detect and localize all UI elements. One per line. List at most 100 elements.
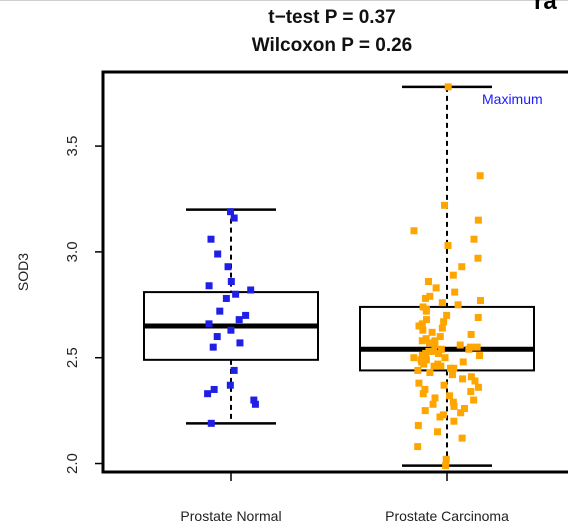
data-point [422, 335, 430, 343]
data-point [216, 307, 224, 315]
data-point [440, 381, 448, 389]
data-point [450, 402, 458, 410]
data-point [431, 394, 439, 402]
data-point [467, 330, 475, 338]
data-point [432, 284, 440, 292]
data-point [474, 383, 482, 391]
data-point [421, 385, 429, 393]
data-point [467, 373, 475, 381]
data-point [474, 254, 482, 262]
data-point [425, 339, 433, 347]
data-point [422, 356, 430, 364]
data-point [419, 390, 427, 398]
data-point [431, 337, 439, 345]
data-point [227, 208, 235, 216]
y-axis-title: SOD3 [15, 253, 31, 291]
data-point [449, 398, 457, 406]
x-axis: Prostate Normal Prostate Carcinoma [180, 472, 509, 524]
data-point [414, 366, 422, 374]
x-tick-label: Prostate Normal [180, 508, 281, 524]
data-point [465, 345, 473, 353]
data-point [213, 333, 221, 341]
data-point [410, 354, 418, 362]
data-point [457, 409, 465, 417]
data-point [474, 216, 482, 224]
data-point [207, 235, 215, 243]
data-point [204, 390, 212, 398]
data-point [449, 271, 457, 279]
data-point [451, 288, 459, 296]
data-point [421, 407, 429, 415]
y-tick-label: 3.0 [64, 241, 81, 262]
y-tick-label: 2.5 [64, 347, 81, 368]
data-point [450, 417, 458, 425]
data-point [440, 318, 448, 326]
data-point [476, 352, 484, 360]
box-groups [143, 83, 535, 470]
data-point [456, 341, 464, 349]
data-point [426, 292, 434, 300]
maximum-annotation: Maximum [482, 91, 543, 107]
data-point [207, 419, 215, 427]
data-point [227, 326, 235, 334]
data-point [251, 400, 259, 408]
data-point [477, 297, 485, 305]
data-point [418, 352, 426, 360]
data-point [442, 462, 450, 470]
data-point [414, 443, 422, 451]
data-point [444, 242, 452, 250]
data-point [448, 371, 456, 379]
data-point [459, 358, 467, 366]
data-point [222, 294, 230, 302]
data-point [410, 227, 418, 235]
data-point [460, 405, 468, 413]
data-point [227, 278, 235, 286]
data-point [458, 434, 466, 442]
data-point [230, 214, 238, 222]
data-point [458, 263, 466, 271]
data-point [247, 286, 255, 294]
data-point [454, 301, 462, 309]
data-point [214, 250, 222, 258]
data-point [467, 388, 475, 396]
data-point [471, 377, 479, 385]
data-point [421, 294, 429, 302]
data-point [446, 392, 454, 400]
data-point [428, 328, 436, 336]
data-point [424, 278, 432, 286]
data-point [447, 364, 455, 372]
data-point [436, 333, 444, 341]
y-tick-label: 2.0 [64, 453, 81, 474]
data-point [209, 343, 217, 351]
data-point [418, 337, 426, 345]
data-point [415, 322, 423, 330]
data-point [476, 172, 484, 180]
data-point [414, 421, 422, 429]
data-point [437, 345, 445, 353]
data-point [419, 326, 427, 334]
data-point [415, 379, 423, 387]
data-point [210, 385, 218, 393]
data-point [441, 354, 449, 362]
plot-frame [101, 70, 568, 474]
box-group [143, 208, 319, 427]
data-point [441, 201, 449, 209]
data-point [435, 349, 443, 357]
y-tick-label: 3.5 [64, 136, 81, 157]
data-point [230, 366, 238, 374]
data-point [420, 360, 428, 368]
data-point [444, 83, 452, 91]
data-point [235, 316, 243, 324]
data-point [431, 341, 439, 349]
data-point [224, 263, 232, 271]
data-point [436, 413, 444, 421]
top-divider [0, 0, 568, 1]
box-group [359, 83, 535, 470]
data-point [430, 362, 438, 370]
data-point [205, 282, 213, 290]
chart-title-line-2: Wilcoxon P = 0.26 [252, 35, 413, 56]
data-point [423, 316, 431, 324]
data-point [459, 375, 467, 383]
data-point [434, 428, 442, 436]
data-point [438, 324, 446, 332]
